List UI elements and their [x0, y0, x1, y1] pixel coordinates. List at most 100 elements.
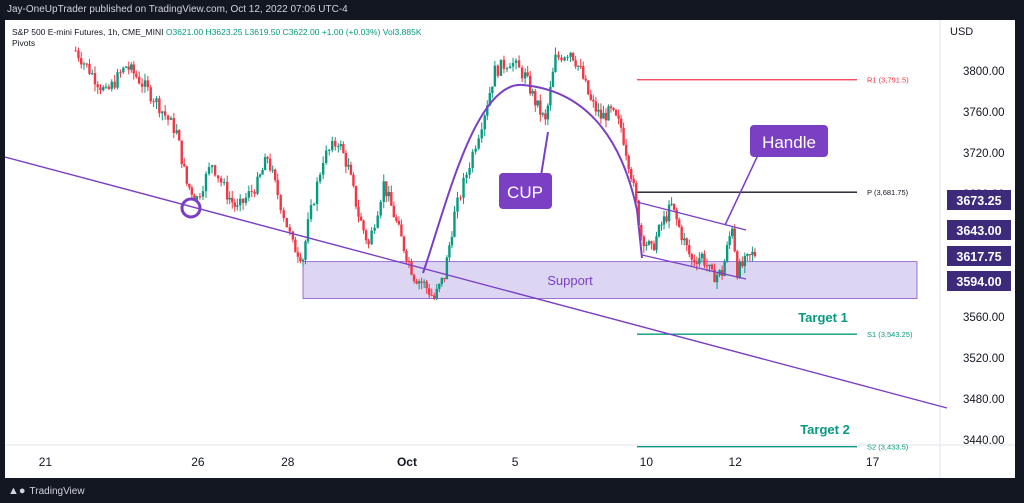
- candle-body: [301, 259, 305, 262]
- price-tag[interactable]: [947, 220, 1011, 240]
- candle-body: [104, 86, 108, 88]
- candle-body: [152, 101, 155, 103]
- x-tick-label: Oct: [397, 455, 417, 469]
- candle-body: [364, 230, 368, 241]
- candle-body: [614, 109, 618, 116]
- candle-body: [517, 60, 521, 68]
- candle-body: [143, 80, 147, 87]
- candle-body: [337, 146, 340, 148]
- candle-body: [569, 52, 572, 57]
- candle-body: [359, 216, 363, 221]
- candle-body: [425, 281, 428, 289]
- candle-body: [324, 150, 328, 164]
- candle-body: [244, 197, 248, 203]
- footer: ▲● TradingView: [8, 485, 85, 497]
- candle-body: [263, 157, 267, 171]
- candle-body: [354, 185, 358, 207]
- target-2-label: Target 2: [800, 422, 850, 437]
- cup-curve[interactable]: [422, 83, 643, 274]
- candle-body: [502, 59, 506, 69]
- y-tick-label: 3440.00: [963, 435, 1005, 447]
- candle-body: [560, 57, 563, 61]
- candle-body: [523, 72, 527, 79]
- candle-body: [183, 164, 186, 167]
- candle-body: [362, 220, 365, 231]
- candle-body: [412, 274, 416, 282]
- candle-body: [241, 198, 245, 203]
- candle-body: [576, 65, 580, 67]
- candle-body: [349, 164, 353, 175]
- candle-body: [520, 67, 524, 79]
- cup-callout-box[interactable]: [499, 173, 552, 209]
- candle-body: [627, 155, 630, 170]
- candle-body: [410, 261, 413, 275]
- candle-body: [453, 211, 456, 237]
- handle-channel-upper[interactable]: [636, 201, 747, 231]
- candle-body: [650, 241, 653, 244]
- candle-body: [483, 115, 486, 130]
- price-tag[interactable]: [947, 190, 1011, 210]
- candle-body: [655, 236, 658, 251]
- handle-callout-box[interactable]: [750, 125, 828, 157]
- candle-body: [250, 191, 253, 193]
- candle-body: [357, 206, 360, 217]
- price-tag[interactable]: [947, 271, 1011, 291]
- candle-body: [675, 209, 678, 220]
- candle-body: [566, 56, 569, 58]
- x-tick-label: 28: [281, 455, 295, 469]
- candle-body: [445, 257, 449, 280]
- price-tag[interactable]: [947, 246, 1011, 266]
- candle-body: [210, 165, 214, 168]
- y-tick-label: 3520.00: [963, 353, 1005, 365]
- candle-body: [645, 244, 648, 246]
- candle-body: [584, 78, 587, 81]
- candle-body: [415, 281, 418, 284]
- candle-body: [433, 295, 436, 299]
- candle-body: [672, 203, 676, 210]
- y-tick-label: 3480.00: [963, 394, 1005, 406]
- candle-body: [85, 63, 88, 65]
- candle-body: [693, 259, 696, 263]
- candle-body: [554, 54, 557, 72]
- candle-body: [529, 75, 532, 94]
- candle-body: [705, 265, 709, 267]
- ohlc-values: O3621.00 H3623.25 L3619.50 C3622.00 +1.0…: [165, 27, 422, 37]
- candle-body: [213, 165, 217, 176]
- candle-body: [597, 109, 600, 112]
- touch-point-marker[interactable]: [180, 197, 202, 219]
- support-zone[interactable]: [302, 261, 918, 299]
- candle-body: [652, 243, 656, 251]
- candle-body: [486, 105, 489, 116]
- chart-area[interactable]: USD3440.003480.003520.003560.003600.0036…: [5, 20, 1015, 478]
- candle-body: [733, 228, 736, 252]
- tradingview-logo-icon: ▲●: [8, 485, 26, 497]
- handle-channel-lower[interactable]: [641, 254, 747, 280]
- price-tag-label: 3617.75: [956, 250, 1001, 264]
- indicator-label[interactable]: Pivots: [12, 38, 36, 48]
- handle-callout-pointer: [724, 154, 759, 226]
- trendline[interactable]: [5, 156, 948, 409]
- candle-body: [140, 83, 144, 87]
- candle-body: [130, 64, 133, 70]
- candle-body: [385, 181, 388, 197]
- candle-body: [180, 140, 183, 165]
- candle-body: [294, 239, 297, 253]
- candle-body: [703, 253, 706, 266]
- pivot-label-p: P (3,681.75): [867, 188, 909, 197]
- candle-body: [508, 66, 512, 69]
- candle-body: [271, 169, 274, 171]
- price-tag-label: 3673.25: [956, 194, 1001, 208]
- candle-body: [149, 87, 152, 102]
- price-chart[interactable]: USD3440.003480.003520.003560.003600.0036…: [5, 20, 1015, 478]
- candle-body: [541, 113, 545, 115]
- candle-body: [110, 81, 113, 89]
- candle-body: [477, 138, 480, 149]
- candle-body: [738, 261, 741, 278]
- candle-body: [190, 187, 194, 195]
- candle-body: [328, 149, 331, 151]
- candle-body: [448, 245, 451, 258]
- candle-body: [279, 195, 282, 211]
- symbol-legend: S&P 500 E-mini Futures, 1h, CME_MINI O36…: [12, 27, 422, 37]
- candle-body: [753, 251, 757, 257]
- candle-body: [135, 73, 138, 77]
